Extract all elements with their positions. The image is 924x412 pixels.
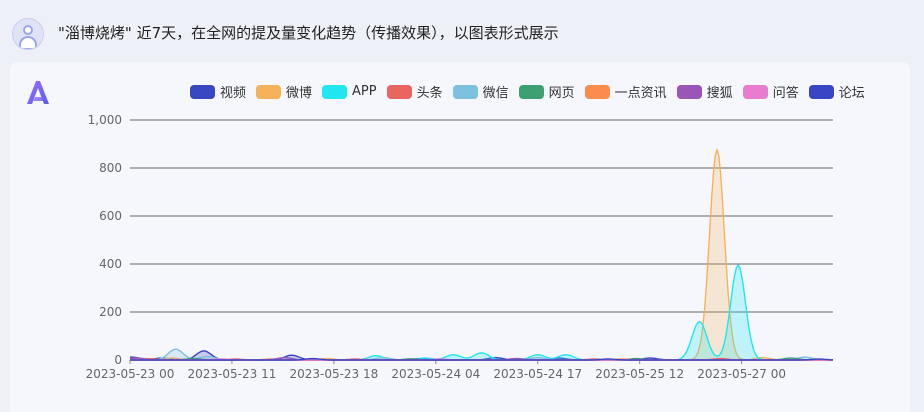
- y-tick-label: 400: [99, 257, 122, 271]
- x-tick-label: 2023-05-25 12: [595, 367, 684, 381]
- y-tick-label: 200: [99, 305, 122, 319]
- page-title: "淄博烧烤" 近7天，在全网的提及量变化趋势（传播效果），以图表形式展示: [58, 24, 559, 42]
- x-tick-label: 2023-05-23 11: [188, 367, 277, 381]
- legend-swatch: [518, 84, 544, 99]
- legend-label: 一点资讯: [614, 86, 667, 101]
- legend-item[interactable]: 头条: [386, 82, 443, 101]
- legend-swatch: [676, 84, 702, 99]
- legend-swatch: [190, 84, 215, 99]
- chart-legend: 视频 微博 APP 头条 微信 网页 一点资讯 搜狐 问答 论坛: [190, 82, 875, 101]
- legend-label: 微博: [286, 86, 313, 101]
- x-tick-label: 2023-05-23 18: [289, 367, 378, 381]
- legend-label: 问答: [772, 86, 799, 101]
- legend-item[interactable]: 一点资讯: [584, 82, 667, 101]
- legend-item[interactable]: 论坛: [808, 82, 865, 101]
- legend-label: 网页: [548, 86, 575, 101]
- legend-swatch: [584, 84, 610, 99]
- header: "淄博烧烤" 近7天，在全网的提及量变化趋势（传播效果），以图表形式展示: [0, 0, 924, 62]
- legend-label: 微信: [482, 86, 509, 101]
- x-tick-label: 2023-05-23 00: [86, 367, 175, 381]
- legend-label: 搜狐: [706, 86, 733, 101]
- legend-item[interactable]: 网页: [518, 82, 575, 101]
- legend-swatch: [256, 84, 282, 99]
- avatar-head-icon: [23, 25, 33, 35]
- legend-label: APP: [352, 84, 377, 99]
- y-tick-label: 800: [99, 161, 122, 175]
- legend-label: 论坛: [838, 86, 865, 101]
- legend-item[interactable]: 搜狐: [676, 82, 733, 101]
- legend-item[interactable]: 视频: [190, 82, 246, 101]
- legend-swatch: [386, 84, 412, 99]
- legend-swatch: [452, 84, 478, 99]
- legend-item[interactable]: 微博: [256, 82, 312, 101]
- avatar[interactable]: [12, 18, 44, 50]
- x-tick-label: 2023-05-27 00: [697, 367, 786, 381]
- legend-label: 视频: [220, 86, 247, 101]
- legend-item[interactable]: 微信: [452, 82, 509, 101]
- legend-item[interactable]: APP: [322, 82, 377, 101]
- x-tick-label: 2023-05-24 17: [493, 367, 582, 381]
- series-line: [130, 357, 833, 361]
- avatar-body-icon: [19, 36, 37, 49]
- y-tick-label: 0: [114, 353, 122, 367]
- legend-item[interactable]: 问答: [742, 82, 799, 101]
- legend-swatch: [742, 84, 768, 99]
- logo-icon: [27, 81, 49, 104]
- legend-swatch: [808, 84, 834, 99]
- y-tick-label: 1,000: [88, 113, 122, 127]
- x-tick-label: 2023-05-24 04: [391, 367, 480, 381]
- legend-swatch: [322, 84, 348, 99]
- legend-label: 头条: [416, 86, 443, 101]
- y-tick-label: 600: [99, 209, 122, 223]
